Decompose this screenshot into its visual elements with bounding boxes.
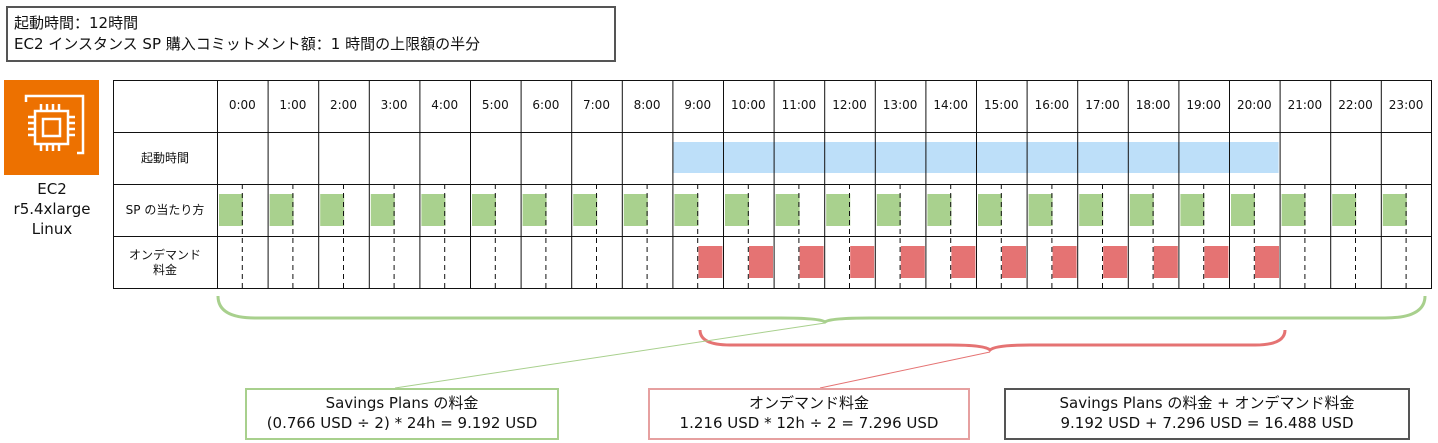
hour-label: 0:00: [228, 98, 256, 112]
sp-cost-box: Savings Plans の料金 (0.766 USD ÷ 2) * 24h …: [245, 388, 559, 440]
note-line-1: 起動時間：12時間: [14, 14, 139, 32]
hour-label: 18:00: [1135, 98, 1171, 112]
row-label-ondemand: オンデマンド 料金: [113, 236, 217, 289]
sp-coverage-block: [1028, 194, 1053, 226]
hour-label: 10:00: [731, 98, 766, 112]
ondemand-cost-box: オンデマンド料金 1.216 USD * 12h ÷ 2 = 7.296 USD: [648, 388, 970, 440]
note-line-2: EC2 インスタンス SP 購入コミットメント額：1 時間の上限額の半分: [14, 35, 481, 53]
hour-label: 20:00: [1237, 98, 1272, 112]
sp-coverage-block: [421, 194, 446, 226]
sp-coverage-block: [725, 194, 749, 226]
total-cost-title: Savings Plans の料金 + オンデマンド料金: [1059, 394, 1355, 412]
ondemand-charge-block: [1204, 246, 1229, 278]
ondemand-charge-block: [1052, 246, 1077, 278]
ec2-label-line-1: EC2: [37, 180, 67, 198]
row-label-ondemand-line-2: 料金: [152, 262, 177, 277]
sp-coverage-block: [674, 194, 699, 226]
ondemand-charge-block: [900, 246, 925, 278]
timeline-grid-svg: [113, 80, 1432, 289]
sp-cost-title: Savings Plans の料金: [325, 394, 479, 412]
ec2-instance-label: EC2 r5.4xlarge Linux: [2, 179, 102, 239]
hour-label: 13:00: [882, 98, 918, 112]
hour-label: 22:00: [1338, 98, 1373, 112]
sp-coverage-block: [1231, 194, 1255, 226]
ec2-label-line-2: r5.4xlarge: [13, 200, 91, 218]
sp-coverage-block: [1129, 194, 1154, 226]
ondemand-charge-block: [749, 246, 773, 278]
sp-coverage-block: [1382, 194, 1407, 226]
sp-coverage-block: [927, 194, 952, 226]
row-label-runtime: 起動時間: [140, 150, 189, 165]
ondemand-charge-block: [850, 246, 875, 278]
ondemand-charge-block: [951, 246, 976, 278]
ondemand-charge-block: [799, 246, 824, 278]
sp-coverage-block: [320, 194, 345, 226]
ondemand-charge-block: [698, 246, 723, 278]
sp-coverage-block: [472, 194, 496, 226]
hour-label: 21:00: [1287, 98, 1323, 112]
total-cost-formula: 9.192 USD + 7.296 USD = 16.488 USD: [1060, 414, 1354, 432]
hour-label: 8:00: [633, 98, 661, 112]
hour-label: 19:00: [1186, 98, 1221, 112]
ondemand-total-brace: [698, 329, 1287, 353]
sp-total-brace: [216, 295, 1427, 324]
ondemand-cost-formula: 1.216 USD * 12h ÷ 2 = 7.296 USD: [679, 414, 939, 432]
hour-label: 11:00: [781, 98, 817, 112]
ondemand-charge-block: [1153, 246, 1178, 278]
sp-coverage-block: [1332, 194, 1357, 226]
hour-label: 4:00: [431, 98, 459, 112]
hourly-timeline-table: 起動時間 SP の当たり方 オンデマンド 料金 0:00 1:00 2:00 3:00…: [113, 80, 1432, 289]
hour-label: 1:00: [279, 98, 307, 112]
sp-coverage-block: [826, 194, 851, 226]
hour-label: 7:00: [583, 98, 610, 112]
ec2-chip-icon: [4, 80, 99, 175]
sp-coverage-block: [1281, 194, 1306, 226]
ondemand-cost-title: オンデマンド料金: [748, 394, 869, 412]
ondemand-charge-block: [1103, 246, 1128, 278]
sp-coverage-block: [370, 194, 395, 226]
sp-coverage-block: [978, 194, 1002, 226]
sp-coverage-block: [219, 194, 243, 226]
assumption-note: 起動時間：12時間 EC2 インスタンス SP 購入コミットメント額：1 時間の…: [6, 6, 616, 62]
hour-label: 6:00: [532, 98, 560, 112]
hour-label: 9:00: [684, 98, 712, 112]
hour-label: 5:00: [481, 98, 509, 112]
sp-coverage-block: [522, 194, 547, 226]
sp-coverage-block: [573, 194, 598, 226]
ondemand-charge-block: [1255, 246, 1279, 278]
sp-coverage-block: [775, 194, 800, 226]
hour-label: 23:00: [1388, 98, 1424, 112]
hour-label: 16:00: [1034, 98, 1070, 112]
sp-coverage-block: [1079, 194, 1104, 226]
hour-label: 17:00: [1085, 98, 1120, 112]
ondemand-charge-block: [1002, 246, 1026, 278]
row-label-ondemand-line-1: オンデマンド: [128, 247, 201, 262]
hour-label: 2:00: [330, 98, 357, 112]
sp-coverage-block: [623, 194, 648, 226]
hour-label: 12:00: [832, 98, 867, 112]
ec2-label-line-3: Linux: [31, 220, 73, 238]
sp-coverage-block: [1180, 194, 1205, 226]
sp-cost-formula: (0.766 USD ÷ 2) * 24h = 9.192 USD: [266, 414, 538, 432]
hour-label: 14:00: [933, 98, 968, 112]
ondemand-connector-line: [819, 351, 991, 389]
hour-label: 15:00: [984, 98, 1019, 112]
row-label-sp: SP の当たり方: [125, 202, 205, 217]
sp-connector-line: [394, 322, 826, 389]
total-cost-box: Savings Plans の料金 + オンデマンド料金 9.192 USD +…: [1004, 388, 1410, 440]
sp-coverage-block: [269, 194, 294, 226]
hour-label: 3:00: [380, 98, 408, 112]
sp-coverage-block: [876, 194, 901, 226]
